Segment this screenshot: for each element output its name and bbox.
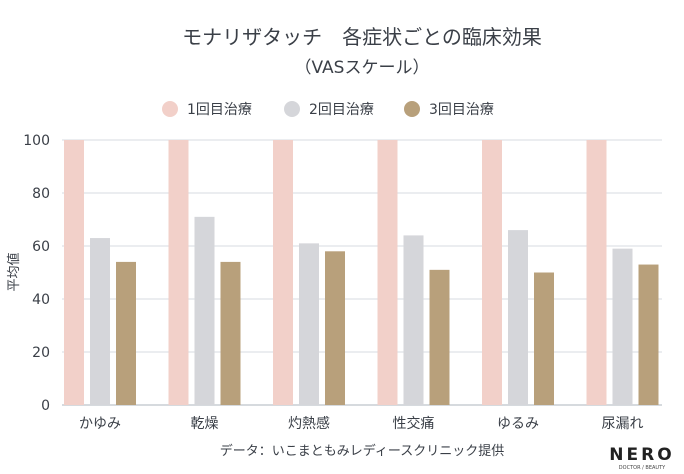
- legend-swatch: [162, 101, 178, 117]
- bar-2: [90, 238, 110, 405]
- y-tick-label: 0: [41, 398, 50, 414]
- legend-label: 1回目治療: [187, 101, 252, 118]
- bar-1: [377, 140, 398, 405]
- bar-2: [299, 243, 319, 405]
- x-tick-label: 灼熱感: [288, 415, 330, 432]
- bar-3: [534, 272, 554, 405]
- source-note: データ：いこまともみレディースクリニック提供: [220, 443, 504, 459]
- bar-1: [273, 140, 293, 405]
- y-tick-label: 20: [32, 345, 50, 361]
- legend: 1回目治療 2回目治療 3回目治療: [162, 101, 494, 118]
- legend-swatch: [404, 101, 420, 117]
- bar-3: [325, 251, 345, 405]
- y-tick-label: 60: [32, 239, 50, 255]
- bar-2: [403, 235, 424, 405]
- x-tick-label: かゆみ: [79, 416, 121, 432]
- bar-3: [638, 264, 659, 405]
- bar-1: [168, 140, 189, 405]
- y-tick-label: 40: [32, 292, 50, 308]
- bar-2: [508, 230, 528, 405]
- bar-1: [482, 140, 502, 405]
- bar-2: [194, 216, 215, 405]
- bar-3: [220, 261, 241, 405]
- svg-text:DOCTOR / BEAUTY: DOCTOR / BEAUTY: [619, 465, 666, 471]
- bar-3: [429, 269, 450, 405]
- y-tick-label: 100: [23, 133, 50, 149]
- bar-2: [612, 248, 633, 405]
- x-tick-label: ゆるみ: [497, 416, 539, 432]
- bar-1: [586, 140, 607, 405]
- legend-label: 2回目治療: [309, 101, 374, 118]
- y-tick-label: 80: [32, 186, 50, 202]
- legend-label: 3回目治療: [429, 101, 494, 118]
- x-tick-label: 尿漏れ: [602, 416, 644, 432]
- chart-title: モナリザタッチ 各症状ごとの臨床効果: [182, 25, 542, 49]
- chart-subtitle: （VASスケール）: [295, 58, 430, 78]
- nero-logo: NERO DOCTOR / BEAUTY: [609, 445, 674, 471]
- bar-3: [116, 261, 136, 405]
- x-tick-label: 乾燥: [191, 416, 219, 432]
- bar-1: [64, 140, 84, 405]
- x-tick-label: 性交痛: [393, 415, 435, 432]
- legend-swatch: [284, 101, 300, 117]
- y-axis-label: 平均値: [6, 252, 22, 291]
- svg-text:NERO: NERO: [609, 445, 674, 465]
